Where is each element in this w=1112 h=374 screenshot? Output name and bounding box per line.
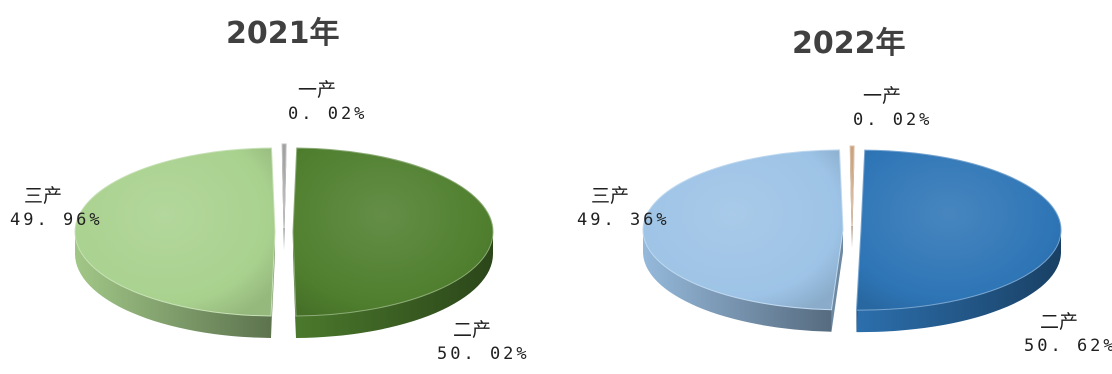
- slice-name-secondary: 二产: [1040, 311, 1079, 333]
- pie-slice-三产: [74, 147, 276, 317]
- slice-wall: [643, 229, 832, 332]
- slice-pct-primary: 0. 02%: [853, 110, 933, 130]
- slice-label-primary: 一产 0. 02%: [288, 78, 367, 126]
- slice-label-secondary: 二产 50. 02%: [437, 318, 530, 366]
- pie-slice-一产: [281, 143, 287, 228]
- pie-slice-二产: [855, 149, 1062, 311]
- slice-label-tertiary: 三产 49. 36%: [577, 184, 670, 232]
- slice-name-secondary: 二产: [453, 319, 492, 341]
- slice-name-primary: 一产: [298, 79, 337, 101]
- slice-label-tertiary: 三产 49. 96%: [10, 184, 103, 232]
- slice-label-secondary: 二产 50. 62%: [1024, 310, 1112, 358]
- pie-slice-三产: [642, 149, 844, 311]
- pie-chart-2021-svg: [74, 143, 494, 338]
- slice-label-primary: 一产 0. 02%: [853, 84, 932, 132]
- chart-title: 2021年: [226, 16, 340, 51]
- slice-pct-tertiary: 49. 36%: [577, 210, 670, 230]
- slice-name-primary: 一产: [863, 85, 902, 107]
- slice-wall: [75, 231, 271, 338]
- pie-chart-2021: 2021年 一产 0. 02% 三产 49. 96% 二产 50. 02%: [10, 16, 530, 366]
- pie-chart-2022: 2022年 一产 0. 02% 三产 49. 36% 二产 50. 62%: [556, 0, 1112, 374]
- slice-wall: [856, 230, 1061, 333]
- slice-pct-secondary: 50. 62%: [1024, 336, 1112, 356]
- slice-pct-tertiary: 49. 96%: [10, 210, 103, 230]
- pie-chart-2022-svg: [642, 145, 1062, 333]
- slice-wall: [295, 232, 493, 338]
- pie-slice-二产: [292, 147, 494, 317]
- slice-cut-face: [831, 229, 844, 332]
- slice-name-tertiary: 三产: [24, 185, 63, 207]
- slice-name-tertiary: 三产: [591, 185, 630, 207]
- slice-pct-primary: 0. 02%: [288, 104, 368, 124]
- pie-slice-一产: [849, 145, 855, 226]
- chart-title: 2022年: [792, 26, 906, 61]
- slice-pct-secondary: 50. 02%: [437, 344, 530, 364]
